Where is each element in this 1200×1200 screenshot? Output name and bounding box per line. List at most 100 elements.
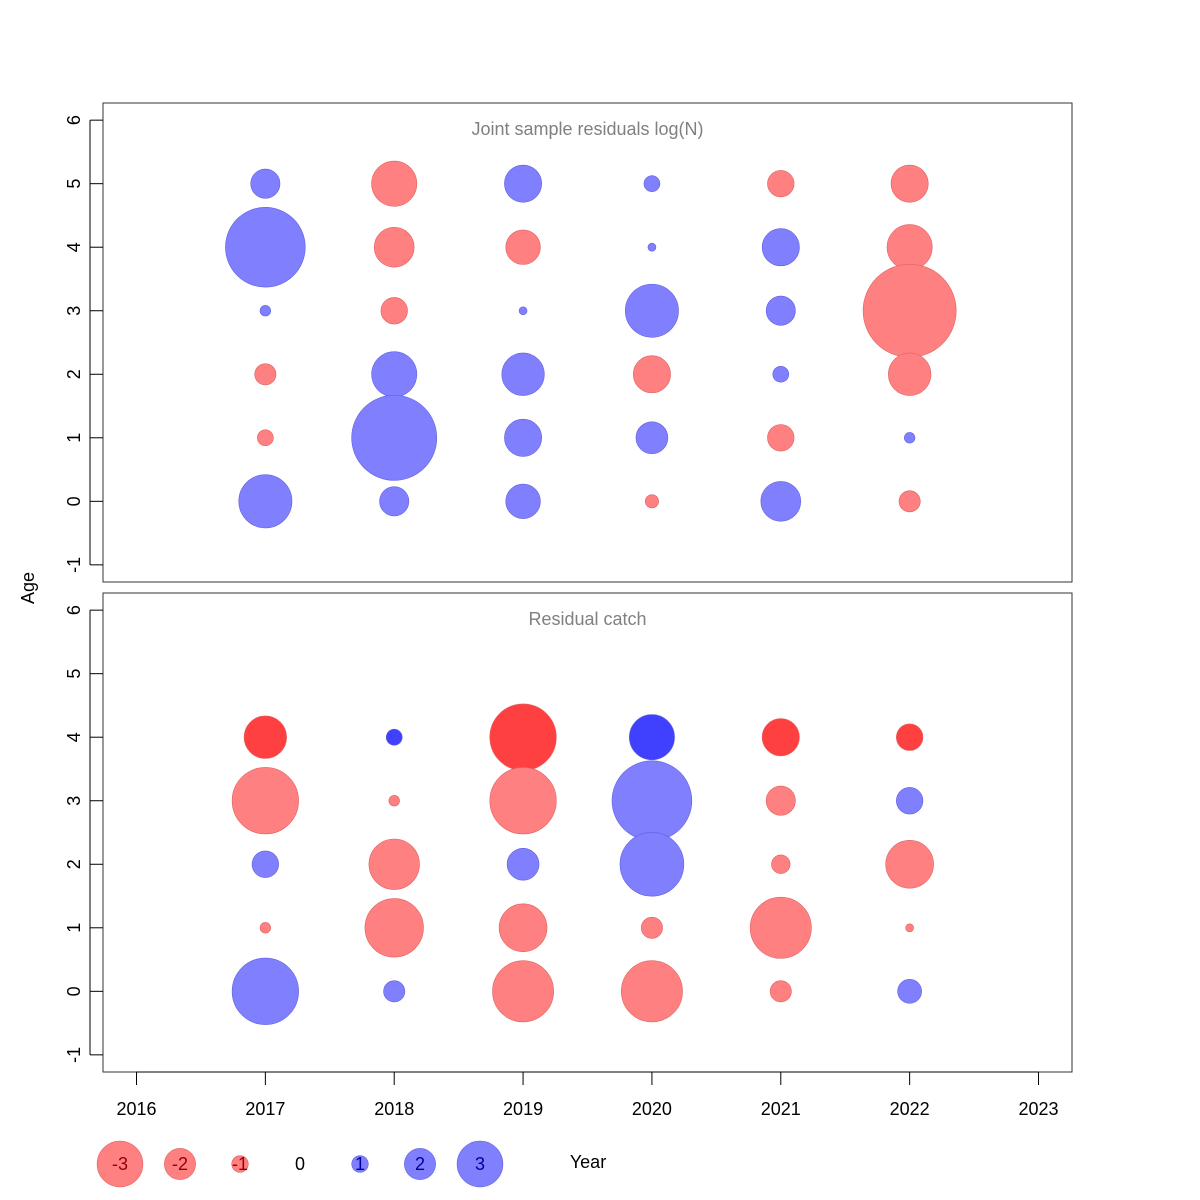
residual-bubble — [243, 715, 287, 759]
y-tick-label: 6 — [64, 605, 84, 615]
y-tick-label: 6 — [64, 115, 84, 125]
residual-bubble — [380, 297, 408, 325]
residual-bubble — [251, 850, 279, 878]
residual-bubble — [888, 352, 932, 396]
residual-bubble — [238, 474, 293, 529]
y-tick-label: 1 — [64, 923, 84, 933]
residual-bubble — [767, 170, 795, 198]
residual-bubble — [250, 168, 281, 199]
residual-bubble — [492, 960, 554, 1023]
legend-bubble — [231, 1155, 249, 1173]
residual-bubble — [765, 785, 796, 816]
bubbles — [225, 160, 957, 529]
residual-bubble — [379, 486, 410, 517]
residual-bubble — [862, 263, 957, 358]
residual-bubble — [371, 351, 418, 398]
y-tick-label: 1 — [64, 433, 84, 443]
residual-bubble — [489, 703, 557, 771]
legend-label: 1 — [355, 1154, 365, 1174]
legend-item: 0 — [295, 1154, 305, 1174]
residual-bubble — [633, 355, 671, 394]
panel-title: Residual catch — [528, 609, 646, 629]
residual-bubble — [771, 854, 791, 874]
residual-bubble — [351, 394, 438, 481]
legend-label: 0 — [295, 1154, 305, 1174]
residual-bubble — [257, 429, 274, 447]
y-axis-title: Age — [18, 572, 38, 604]
residual-bubble — [644, 494, 659, 509]
residual-bubble — [904, 432, 916, 444]
residual-bubble — [619, 832, 685, 897]
legend-bubble — [96, 1140, 144, 1188]
x-tick-label: 2016 — [116, 1099, 156, 1119]
legend-bubble — [351, 1155, 369, 1173]
y-tick-label: 0 — [64, 986, 84, 996]
residual-bubble — [896, 723, 924, 751]
residual-bubble — [625, 283, 679, 338]
x-tick-label: 2020 — [632, 1099, 672, 1119]
residual-bubble — [498, 903, 548, 953]
residual-bubble — [772, 365, 790, 383]
legend-item: -3 — [96, 1140, 144, 1188]
residual-bubble — [259, 305, 271, 317]
residual-bubble — [383, 980, 406, 1003]
x-tick-label: 2021 — [761, 1099, 801, 1119]
residual-bubble — [897, 979, 922, 1004]
y-tick-label: 5 — [64, 669, 84, 679]
residual-bubble — [629, 714, 675, 761]
residual-bubble — [896, 787, 924, 815]
panel-title: Joint sample residuals log(N) — [471, 119, 703, 139]
residual-bubble — [489, 767, 557, 835]
residual-bubble — [505, 483, 541, 519]
legend-bubble — [456, 1140, 504, 1188]
residual-bubble — [388, 795, 400, 807]
residual-bubble — [259, 922, 271, 934]
x-axis: 2016 2017 2018 2019 2020 2021 2022 2023 — [116, 1071, 1059, 1119]
residual-bubble — [761, 718, 800, 757]
y-tick-label: -1 — [64, 557, 84, 573]
residual-bubble — [231, 767, 299, 835]
panel-2: Residual catch -1 0 1 2 3 4 5 6 — [64, 592, 1073, 1073]
legend-item: -1 — [231, 1154, 249, 1174]
legend-label: -3 — [112, 1154, 128, 1174]
x-tick-label: 2017 — [245, 1099, 285, 1119]
y-tick-label: 2 — [64, 369, 84, 379]
residual-bubble — [635, 421, 669, 455]
panel-1: Joint sample residuals log(N) -1 0 1 2 3 4 5 6 — [64, 102, 1073, 583]
x-tick-label: 2019 — [503, 1099, 543, 1119]
y-tick-label: 4 — [64, 242, 84, 252]
chart-panels: Joint sample residuals log(N) -1 0 1 2 3 4 5 6 Re… — [64, 102, 1073, 1073]
residual-bubble — [749, 896, 812, 959]
residual-bubble — [647, 242, 657, 252]
residual-bubble — [643, 175, 661, 192]
residual-bubble — [761, 228, 800, 267]
residual-bubble — [225, 207, 306, 288]
residual-bubble — [760, 481, 802, 522]
residual-bubble — [505, 229, 541, 265]
y-tick-label: 0 — [64, 496, 84, 506]
residual-bubble — [621, 960, 683, 1023]
residual-bubble — [373, 226, 415, 268]
legend-item: -2 — [164, 1148, 196, 1180]
x-tick-label: 2018 — [374, 1099, 414, 1119]
legend-label: -1 — [232, 1154, 248, 1174]
bubbles — [231, 703, 934, 1025]
residual-bubble — [504, 164, 542, 203]
residual-bubble — [364, 898, 424, 958]
residual-bubble — [767, 424, 795, 452]
residual-bubble — [504, 418, 542, 457]
y-axis: -1 0 1 2 3 4 5 6 — [64, 115, 103, 573]
x-tick-label: 2023 — [1018, 1099, 1058, 1119]
legend-item: 3 — [456, 1140, 504, 1188]
x-tick-label: 2022 — [890, 1099, 930, 1119]
residual-bubble — [898, 490, 921, 513]
residual-bubble — [765, 295, 796, 326]
residual-bubble — [886, 224, 933, 271]
residual-bubble — [371, 160, 418, 207]
y-tick-label: -1 — [64, 1047, 84, 1063]
y-tick-label: 3 — [64, 306, 84, 316]
legend-label: 3 — [475, 1154, 485, 1174]
residual-bubble — [769, 980, 792, 1003]
legend-label: 2 — [415, 1154, 425, 1174]
